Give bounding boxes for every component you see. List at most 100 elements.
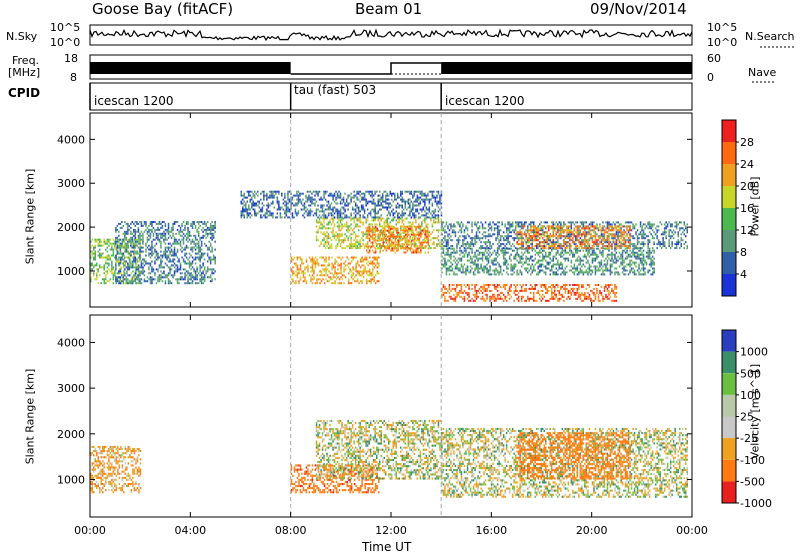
range-cell	[454, 287, 457, 290]
range-cell	[481, 255, 484, 258]
range-cell	[322, 256, 324, 259]
range-cell	[441, 233, 443, 236]
noise-trace	[89, 28, 693, 42]
range-cell	[362, 233, 364, 236]
range-cell	[125, 242, 128, 245]
range-cell	[367, 270, 369, 273]
range-cell	[481, 285, 484, 288]
range-cell	[513, 291, 515, 294]
range-cell	[511, 221, 514, 224]
range-cell	[378, 247, 380, 250]
range-cell	[143, 278, 146, 281]
range-cell	[450, 255, 452, 258]
range-cell	[557, 285, 559, 288]
range-cell	[99, 244, 101, 247]
range-cell	[205, 222, 207, 225]
range-cell	[603, 263, 606, 266]
range-cell	[525, 255, 527, 258]
range-cell	[496, 229, 499, 232]
range-cell	[173, 266, 176, 269]
range-cell	[468, 271, 470, 274]
range-cell	[451, 287, 454, 290]
range-cell	[627, 245, 630, 248]
range-cell	[584, 221, 586, 224]
range-cell	[122, 262, 125, 265]
range-cell	[651, 259, 654, 262]
range-cell	[615, 299, 618, 302]
range-cell	[372, 231, 375, 234]
range-cell	[120, 266, 122, 269]
range-cell	[402, 231, 404, 234]
range-cell	[642, 243, 645, 246]
range-cell	[475, 265, 478, 268]
range-cell	[496, 284, 499, 286]
range-cell	[99, 238, 101, 241]
range-cell	[606, 241, 609, 244]
range-cell	[179, 268, 182, 271]
range-cell	[108, 258, 110, 261]
range-cell	[184, 228, 186, 231]
range-cell	[511, 229, 514, 232]
range-cell	[484, 299, 487, 302]
range-cell	[206, 248, 209, 251]
range-cell	[662, 239, 664, 242]
range-cell	[527, 247, 529, 250]
range-cell	[677, 241, 679, 244]
range-cell	[492, 261, 494, 264]
range-cell	[211, 228, 213, 231]
range-cell	[513, 239, 515, 242]
range-cell	[139, 252, 142, 255]
range-cell	[310, 270, 312, 273]
range-cell	[403, 231, 405, 234]
range-cell	[323, 274, 326, 277]
range-cell	[112, 248, 115, 251]
range-cell	[175, 221, 177, 223]
range-cell	[359, 241, 361, 244]
range-cell	[433, 243, 435, 246]
range-cell	[519, 221, 521, 224]
range-cell	[412, 237, 414, 240]
range-cell	[519, 255, 521, 258]
range-cell	[385, 219, 387, 222]
range-cell	[478, 253, 481, 256]
range-cell	[127, 228, 129, 231]
range-cell	[600, 233, 603, 236]
range-cell	[323, 245, 325, 248]
range-cell	[618, 223, 621, 226]
range-cell	[187, 226, 189, 229]
range-cell	[194, 278, 197, 281]
range-cell	[675, 225, 678, 228]
range-cell	[176, 228, 179, 231]
range-cell	[520, 299, 523, 302]
range-cell	[202, 234, 204, 237]
range-cell	[114, 244, 116, 247]
range-cell	[135, 266, 137, 269]
range-cell	[149, 264, 152, 267]
range-cell	[181, 256, 183, 259]
range-cell	[578, 233, 580, 236]
range-cell	[376, 258, 378, 261]
range-cell	[615, 231, 618, 234]
range-cell	[563, 295, 565, 298]
range-cell	[630, 235, 633, 238]
range-cell	[469, 269, 472, 272]
range-cell	[523, 267, 526, 270]
range-cell	[299, 266, 302, 269]
range-cell	[337, 272, 339, 275]
range-cell	[542, 289, 544, 292]
range-cell	[310, 278, 312, 281]
range-cell	[321, 227, 324, 230]
range-cell	[405, 229, 407, 232]
range-cell	[596, 284, 598, 286]
range-cell	[364, 256, 366, 259]
range-cell	[543, 231, 545, 234]
range-cell	[530, 267, 532, 270]
range-cell	[403, 219, 405, 222]
range-cell	[320, 264, 323, 267]
range-cell	[368, 231, 371, 234]
range-cell	[206, 268, 209, 271]
range-cell	[495, 227, 497, 230]
range-cell	[140, 272, 143, 275]
range-cell	[354, 235, 357, 238]
range-cell	[508, 289, 511, 292]
